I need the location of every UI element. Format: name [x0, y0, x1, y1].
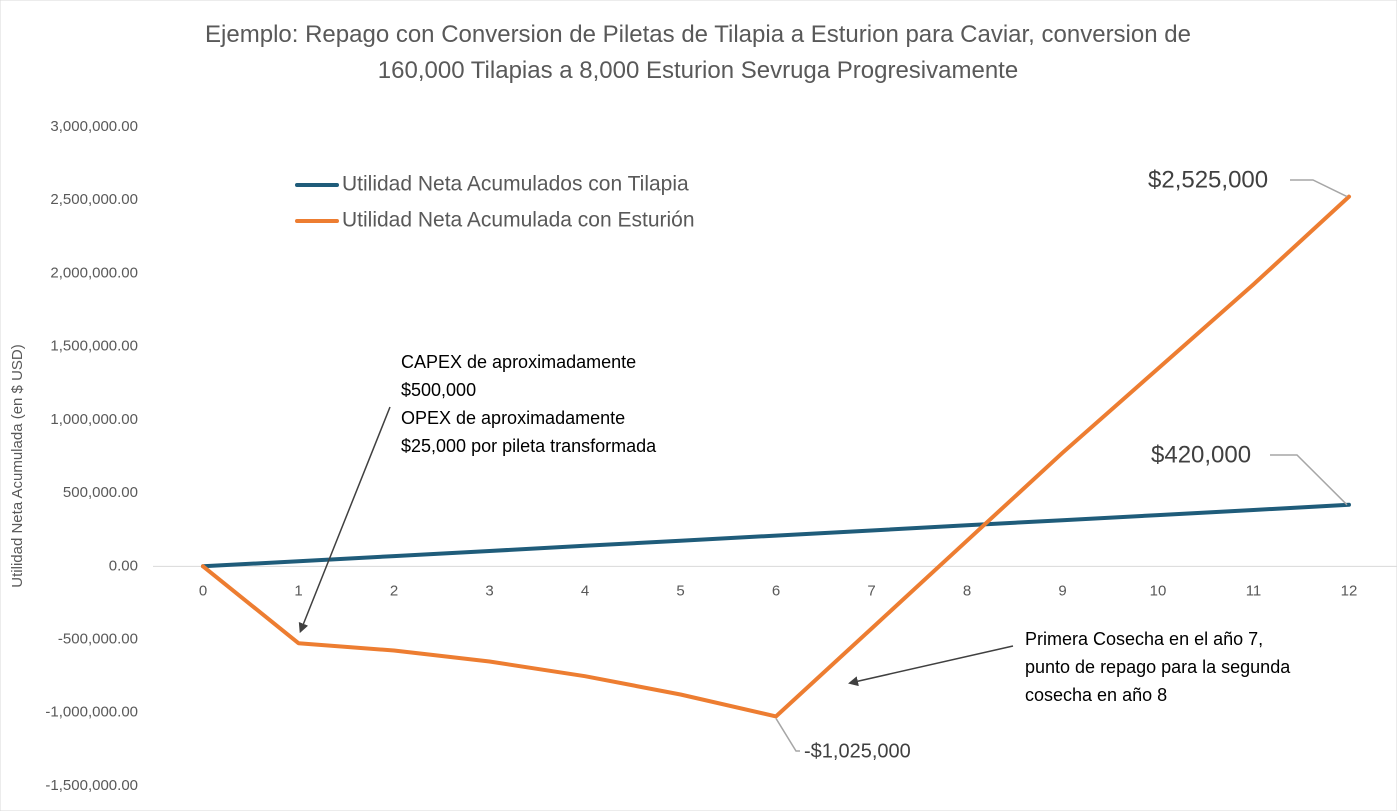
annotation-cosecha-line: cosecha en año 8 — [1025, 685, 1167, 705]
x-tick-label: 10 — [1150, 582, 1167, 599]
data-point — [1347, 503, 1351, 507]
data-point — [870, 627, 874, 631]
y-tick-label: -1,500,000.00 — [45, 777, 138, 794]
x-tick-label: 0 — [199, 582, 207, 599]
data-point — [679, 692, 683, 696]
legend-label: Utilidad Neta Acumulada con Esturión — [342, 209, 695, 232]
annotation-capex-line: OPEX de aproximadamente — [401, 408, 625, 428]
data-labels: $2,525,000 $420,000 -$1,025,000 — [775, 166, 1348, 762]
y-tick-label: -1,000,000.00 — [45, 704, 138, 721]
data-point — [1156, 513, 1160, 517]
data-point — [774, 534, 778, 538]
x-tick-label: 12 — [1341, 582, 1358, 599]
y-tick-label: 1,000,000.00 — [50, 411, 138, 428]
data-point — [774, 714, 778, 718]
legend-label: Utilidad Neta Acumulados con Tilapia — [342, 173, 689, 196]
data-label-leader — [1270, 454, 1348, 506]
x-tick-label: 7 — [867, 582, 875, 599]
y-tick-label: 1,500,000.00 — [50, 338, 138, 355]
data-point — [1252, 508, 1256, 512]
annotation-cosecha-line: punto de repago para la segunda — [1025, 657, 1291, 677]
x-tick-label: 2 — [390, 582, 398, 599]
data-point — [965, 539, 969, 543]
series-lines — [201, 194, 1351, 719]
data-point — [392, 554, 396, 558]
annotation-capex-line: $25,000 por pileta transformada — [401, 436, 657, 456]
data-point — [679, 539, 683, 543]
data-point — [201, 564, 205, 568]
x-tick-label: 5 — [676, 582, 684, 599]
data-point — [583, 544, 587, 548]
annotation-cosecha-line: Primera Cosecha en el año 7, — [1025, 629, 1263, 649]
data-point — [1156, 367, 1160, 371]
data-point — [488, 660, 492, 664]
data-point — [1347, 195, 1351, 199]
data-point — [1252, 282, 1256, 286]
y-tick-label: 2,500,000.00 — [50, 191, 138, 208]
annotation-cosecha-arrow — [848, 645, 1014, 687]
data-point — [870, 528, 874, 532]
annotation-capex-arrow — [298, 406, 391, 634]
data-point — [1061, 518, 1065, 522]
x-tick-label: 6 — [772, 582, 780, 599]
y-tick-label: 2,000,000.00 — [50, 264, 138, 281]
data-label-leader — [1290, 179, 1348, 198]
data-point — [297, 641, 301, 645]
y-tick-label: 3,000,000.00 — [50, 118, 138, 135]
data-label-esturion-min: -$1,025,000 — [804, 740, 911, 762]
x-tick-label: 4 — [581, 582, 589, 599]
data-point — [488, 549, 492, 553]
x-axis: 0 1 2 3 4 5 6 7 8 9 10 11 12 — [153, 565, 1397, 599]
annotation-capex-line: $500,000 — [401, 380, 476, 400]
data-point — [297, 559, 301, 563]
data-label-tilapia-final: $420,000 — [1151, 441, 1251, 468]
x-tick-label: 3 — [485, 582, 493, 599]
series-line-1 — [201, 194, 1351, 719]
x-tick-label: 1 — [294, 582, 302, 599]
legend: Utilidad Neta Acumulados con Tilapia Util… — [295, 173, 695, 232]
y-tick-label: 500,000.00 — [63, 484, 138, 501]
y-tick-label: -500,000.00 — [58, 631, 138, 648]
data-point — [392, 649, 396, 653]
chart-title-line-2: 160,000 Tilapias a 8,000 Esturion Sevrug… — [378, 57, 1018, 84]
x-tick-label: 8 — [963, 582, 971, 599]
y-axis-label: Utilidad Neta Acumulada (en $ USD) — [9, 344, 26, 587]
data-label-esturion-final: $2,525,000 — [1148, 166, 1268, 193]
annotation-capex-line: CAPEX de aproximadamente — [401, 352, 636, 372]
x-tick-label: 11 — [1246, 582, 1262, 599]
series-line-0 — [201, 502, 1351, 569]
data-point — [1061, 451, 1065, 455]
chart-title-line-1: Ejemplo: Repago con Conversion de Pileta… — [205, 21, 1191, 48]
y-tick-label: 0.00 — [109, 557, 138, 574]
y-axis-ticks: 3,000,000.00 2,500,000.00 2,000,000.00 1,50… — [45, 118, 138, 794]
data-point — [583, 674, 587, 678]
annotations: CAPEX de aproximadamente $500,000 OPEX de … — [298, 352, 1291, 705]
data-point — [965, 523, 969, 527]
x-tick-label: 9 — [1058, 582, 1066, 599]
data-label-leader — [775, 718, 800, 752]
